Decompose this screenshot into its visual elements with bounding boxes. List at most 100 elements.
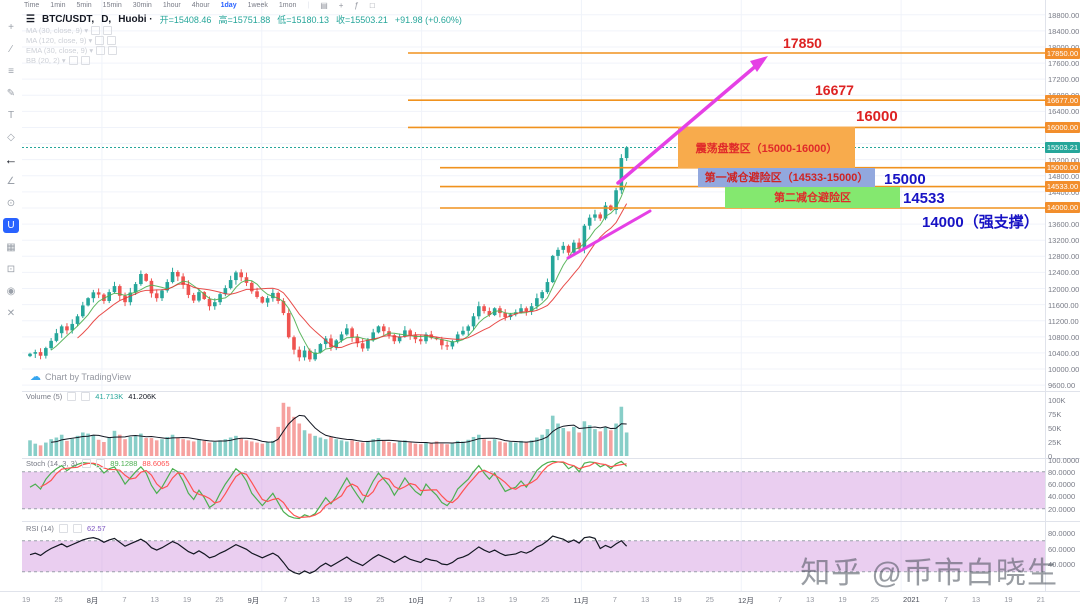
brush-tool-icon[interactable]: ✎ (6, 88, 16, 99)
axis-tick: 13600.00 (1048, 220, 1080, 230)
zone-第二减仓避险区[interactable]: 第二减仓避险区 (725, 186, 900, 208)
trendline-tool-icon[interactable]: ∕ (10, 44, 12, 55)
interval-1mon[interactable]: 1mon (278, 2, 297, 9)
interval-15min[interactable]: 15min (102, 2, 122, 9)
axis-tick: 100K (1048, 396, 1066, 405)
rsi-title[interactable]: RSI (14) (26, 524, 54, 533)
eye-icon[interactable] (67, 392, 77, 401)
time-label: 7 (283, 595, 288, 604)
overlay-indicator-label[interactable]: MA (30, close, 9) ▾ (26, 26, 89, 35)
gear-icon[interactable] (103, 26, 113, 35)
time-label: 7 (448, 595, 453, 604)
axis-tick: 11600.00 (1048, 300, 1079, 310)
arrow-back-icon[interactable]: ← (4, 152, 18, 167)
gear-icon[interactable] (96, 459, 106, 468)
eye-tool-icon[interactable]: ◉ (6, 286, 16, 297)
credit-text: Chart by TradingView (45, 371, 131, 382)
level-label-16677: 16677 (815, 82, 854, 99)
interval-5min[interactable]: 5min (76, 2, 92, 9)
overlay-indicator-row: MA (120, close, 9) ▾ (26, 36, 117, 45)
interval-1day[interactable]: 1day (220, 2, 237, 9)
volume-title[interactable]: Volume (5) (26, 392, 63, 401)
fib-tool-icon[interactable]: ≡ (8, 66, 14, 77)
level-label-15000: 15000 (884, 170, 926, 188)
overlay-indicator-label[interactable]: MA (120, close, 9) ▾ (26, 36, 93, 45)
axis-tick: 80.0000 (1048, 467, 1076, 477)
symbol-pair[interactable]: BTC/USDT, (41, 14, 95, 25)
measure-tool-icon[interactable]: ∠ (6, 176, 16, 187)
toolbar-divider: | (307, 2, 310, 9)
overlay-indicator-row: BB (20, 2) ▾ (26, 56, 90, 65)
interval-1week[interactable]: 1week (247, 2, 268, 9)
axis-tick: 10000.00 (1048, 365, 1080, 375)
time-label: 13 (971, 595, 981, 604)
axis-tick: 40.0000 (1048, 492, 1076, 502)
time-label: 7 (612, 595, 617, 604)
interval-1hour[interactable]: 1hour (162, 2, 181, 9)
symbol-exchange: Huobi · (118, 14, 153, 25)
watermark-text: 知乎 @币市白晓生 (800, 557, 1058, 590)
axis-tick: 17600.00 (1048, 59, 1080, 69)
zoom-tool-icon[interactable]: ⊙ (6, 198, 16, 209)
gear-icon[interactable] (108, 46, 118, 55)
remove-tool-icon[interactable]: ✕ (6, 308, 16, 319)
symbol-resolution[interactable]: D, (101, 14, 112, 25)
axis-tick: 9600.00 (1048, 381, 1076, 391)
eye-icon[interactable] (96, 46, 106, 55)
interval-4hour[interactable]: 4hour (191, 2, 210, 9)
time-label: 13 (150, 595, 159, 604)
time-label: 25 (541, 595, 550, 604)
overlay-indicator-label[interactable]: EMA (30, close, 9) ▾ (26, 46, 94, 55)
symbol-menu-icon[interactable]: ☰ (26, 14, 35, 25)
interval-Time[interactable]: Time (24, 2, 40, 9)
tradingview-credit[interactable]: ☁ Chart by TradingView (30, 370, 131, 383)
eye-icon[interactable] (58, 524, 68, 533)
grid-tool-icon[interactable]: ▦ (6, 242, 16, 253)
time-axis[interactable]: 19 25 8月 7 13 19 25 9月 7 13 19 25 10月 7 13 19 25 11月 7 13 19… (22, 595, 1045, 606)
price-level-badge: 15000.00 (1045, 162, 1080, 174)
axis-tick: 100.0000 (1048, 455, 1080, 465)
shapes-tool-icon[interactable]: ◇ (7, 132, 15, 143)
magnet-tool-icon[interactable]: U (3, 218, 19, 233)
gear-icon[interactable] (107, 36, 117, 45)
time-label: 7 (777, 595, 782, 604)
lock-tool-icon[interactable]: ⊡ (6, 264, 16, 275)
eye-icon[interactable] (68, 56, 78, 65)
crosshair-tool-icon[interactable]: + (8, 22, 14, 33)
time-label: 19 (343, 595, 353, 604)
fullscreen-icon[interactable]: □ (369, 1, 375, 10)
text-tool-icon[interactable]: T (7, 110, 15, 121)
compare-icon[interactable]: + (338, 1, 344, 10)
axis-tick: 18000.00 (1048, 43, 1079, 52)
time-label: 13 (311, 595, 320, 604)
interval-1min[interactable]: 1min (50, 2, 66, 9)
level-label-14000（强支撑）: 14000（强支撑） (922, 213, 1039, 231)
ohlc-open: 开=15408.46 (159, 15, 212, 25)
candle-style-icon[interactable]: ▤ (320, 1, 328, 10)
stoch-title[interactable]: Stoch (14, 3, 3) (26, 459, 78, 468)
eye-icon[interactable] (82, 459, 92, 468)
time-label: 25 (54, 595, 63, 604)
volume-pane-legend: Volume (5) 41.713K 41.206K (26, 392, 156, 401)
zone-第一减仓避险区（14533-15000）[interactable]: 第一减仓避险区（14533-15000） (698, 167, 875, 187)
interval-30min[interactable]: 30min (132, 2, 152, 9)
axis-tick: 12000.00 (1048, 284, 1080, 294)
price-level-badge: 16677.00 (1045, 94, 1080, 106)
time-label: 19 (838, 595, 847, 604)
level-label-16000: 16000 (856, 108, 898, 126)
gear-icon[interactable] (80, 56, 90, 65)
indicators-icon[interactable]: ƒ (354, 1, 359, 10)
gear-icon[interactable] (81, 392, 91, 401)
zone-震荡盘整区（15000-16000）[interactable]: 震荡盘整区（15000-16000） (678, 127, 855, 168)
eye-icon[interactable] (95, 36, 105, 45)
axis-tick: 11200.00 (1048, 316, 1079, 326)
axis-tick: 75K (1048, 410, 1062, 419)
eye-icon[interactable] (91, 26, 101, 35)
overlay-indicator-label[interactable]: BB (20, 2) ▾ (26, 56, 66, 65)
gear-icon[interactable] (72, 524, 82, 533)
axis-tick: 25K (1048, 438, 1062, 447)
time-label: 19 (673, 595, 682, 604)
axis-tick: 14400.00 (1048, 187, 1080, 197)
level-label-17850: 17850 (783, 35, 822, 51)
